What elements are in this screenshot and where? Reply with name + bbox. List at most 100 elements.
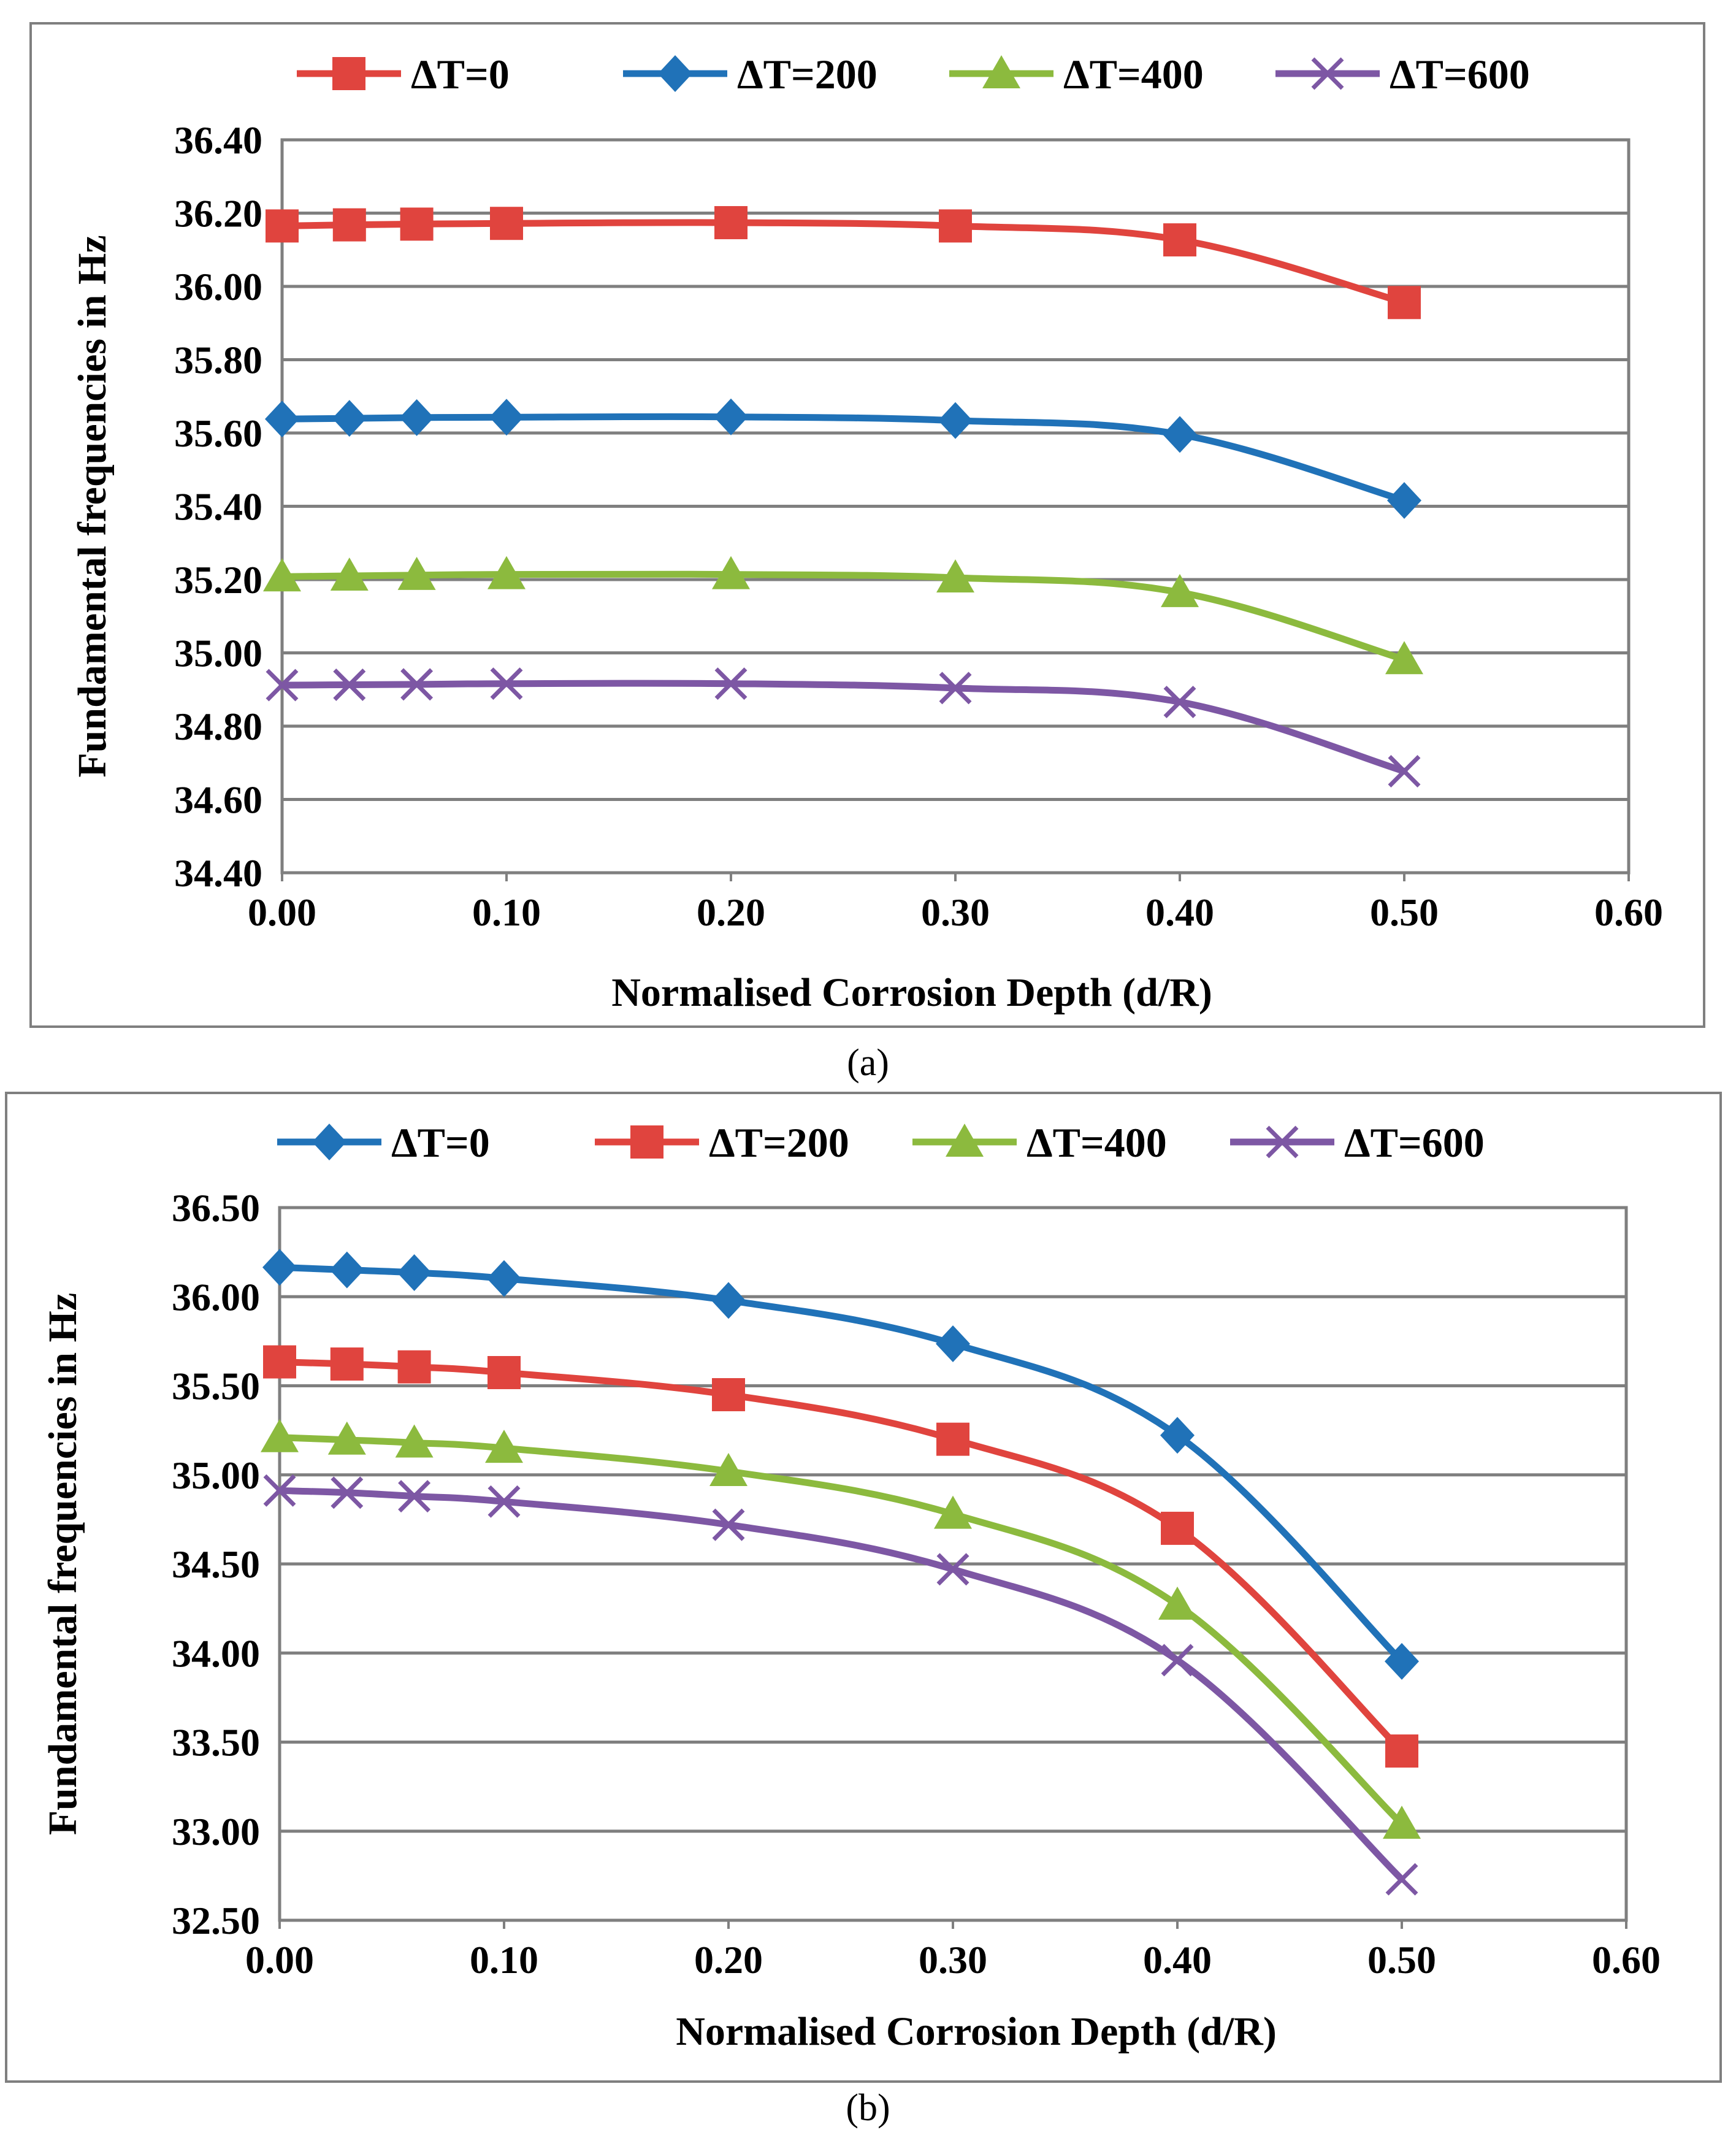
chart-a: 34.40 34.60 34.80 35.00 35.20 35.40 35.60 35.80… xyxy=(70,51,1663,1015)
data-point xyxy=(939,672,972,705)
x-tick-label: 0.10 xyxy=(472,891,541,934)
data-point xyxy=(714,667,748,700)
legend-label: ΔT=600 xyxy=(1344,1119,1485,1166)
series-ΔT=600 xyxy=(263,1474,1418,1896)
data-point xyxy=(1385,641,1423,675)
y-tick-label: 35.80 xyxy=(174,339,262,382)
series-ΔT=0 xyxy=(262,1249,1419,1680)
data-point xyxy=(936,559,974,593)
data-point xyxy=(490,207,523,240)
data-point xyxy=(712,1508,745,1541)
legend-marker xyxy=(946,1124,984,1157)
data-point xyxy=(709,1452,748,1486)
data-point xyxy=(327,1421,366,1455)
series-line xyxy=(276,1434,1405,1828)
y-tick-label: 34.50 xyxy=(172,1542,260,1586)
data-point xyxy=(333,669,366,701)
data-point xyxy=(488,556,526,589)
legend-item: ΔT=0 xyxy=(297,51,510,98)
x-tick-label: 0.30 xyxy=(921,891,990,934)
panel-b: 32.50 33.00 33.50 34.00 34.50 35.00 35.50 36.00… xyxy=(0,1092,1736,2138)
y-tick-label: 35.00 xyxy=(174,632,262,675)
data-point xyxy=(263,1474,296,1507)
legend-marker xyxy=(982,55,1020,88)
y-axis-title: Fundamental frequencies in Hz xyxy=(40,1293,85,1835)
data-point xyxy=(936,1553,969,1586)
data-point xyxy=(332,208,366,242)
data-point xyxy=(1383,1806,1421,1839)
data-point xyxy=(1161,1644,1194,1677)
x-axis-title: Normalised Corrosion Depth (d/R) xyxy=(611,970,1212,1015)
x-tick-label: 0.20 xyxy=(697,891,765,934)
series-ΔT=600 xyxy=(266,667,1421,787)
y-tick-label: 34.60 xyxy=(174,778,262,822)
legend-marker xyxy=(630,1125,663,1159)
y-tick-label: 35.00 xyxy=(172,1454,260,1497)
data-point xyxy=(332,400,367,437)
data-point xyxy=(1387,481,1421,519)
y-tick-label: 33.50 xyxy=(172,1721,260,1764)
data-point xyxy=(400,207,434,241)
series-line xyxy=(276,1358,1405,1755)
y-tick-label: 34.40 xyxy=(174,851,262,895)
legend-item: ΔT=400 xyxy=(949,51,1204,98)
data-point xyxy=(1158,1586,1196,1620)
data-point xyxy=(331,1476,364,1509)
data-point xyxy=(262,1249,297,1286)
data-point xyxy=(485,1430,523,1463)
y-tick-label: 35.20 xyxy=(174,558,262,602)
data-point xyxy=(939,209,972,243)
series-line xyxy=(276,1487,1405,1883)
data-point xyxy=(1385,1734,1418,1768)
data-point xyxy=(712,556,750,589)
data-point xyxy=(714,206,748,240)
y-tick-label: 36.50 xyxy=(172,1186,260,1230)
data-point xyxy=(330,557,369,591)
series-line xyxy=(276,1263,1405,1665)
data-point xyxy=(399,399,434,436)
panel-a: 34.40 34.60 34.80 35.00 35.20 35.40 35.60 35.80… xyxy=(29,22,1705,1084)
data-point xyxy=(714,398,748,435)
x-tick-label: 0.50 xyxy=(1370,891,1439,934)
chart-frame-b: 32.50 33.00 33.50 34.00 34.50 35.00 35.50 36.00… xyxy=(5,1092,1722,2083)
legend-item: ΔT=200 xyxy=(623,51,878,98)
data-point xyxy=(1161,1511,1194,1545)
data-point xyxy=(1388,755,1421,787)
legend-label: ΔT=0 xyxy=(411,51,510,98)
y-axis-title: Fundamental frequencies in Hz xyxy=(70,235,115,777)
caption-b: (b) xyxy=(846,2087,890,2129)
y-tick-label: 34.80 xyxy=(174,705,262,748)
legend-marker xyxy=(1266,1125,1299,1159)
data-point xyxy=(266,669,299,702)
legend-marker xyxy=(312,1124,346,1160)
data-point xyxy=(488,1356,521,1390)
data-point xyxy=(1163,686,1196,719)
y-tick-label: 35.60 xyxy=(174,412,262,455)
data-point xyxy=(934,1495,972,1529)
data-point xyxy=(397,1350,431,1384)
data-point xyxy=(711,1282,746,1319)
y-tick-label: 35.50 xyxy=(172,1365,260,1408)
data-point xyxy=(938,402,973,439)
legend-label: ΔT=600 xyxy=(1390,51,1530,98)
data-point xyxy=(712,1378,745,1412)
legend-item: ΔT=0 xyxy=(277,1119,490,1166)
legend: ΔT=0 ΔT=200 ΔT=400 ΔT=600 xyxy=(277,1119,1485,1166)
series-ΔT=0 xyxy=(266,206,1421,320)
series-line xyxy=(278,413,1408,504)
x-tick-label: 0.30 xyxy=(919,1938,987,1982)
x-tick-label: 0.00 xyxy=(248,891,316,934)
legend-item: ΔT=200 xyxy=(595,1119,849,1166)
data-point xyxy=(395,1424,434,1458)
data-point xyxy=(263,558,301,592)
x-tick-label: 0.10 xyxy=(470,1938,538,1982)
legend: ΔT=0 ΔT=200 ΔT=400 ΔT=600 xyxy=(297,51,1530,98)
data-point xyxy=(1163,416,1197,453)
caption-a: (a) xyxy=(847,1042,889,1084)
y-tick-label: 33.00 xyxy=(172,1810,260,1853)
data-point xyxy=(330,1347,364,1381)
x-tick-label: 0.20 xyxy=(694,1938,763,1982)
legend-label: ΔT=0 xyxy=(391,1119,490,1166)
chart-frame-a: 34.40 34.60 34.80 35.00 35.20 35.40 35.60 35.80… xyxy=(29,22,1705,1028)
data-point xyxy=(936,1325,970,1362)
